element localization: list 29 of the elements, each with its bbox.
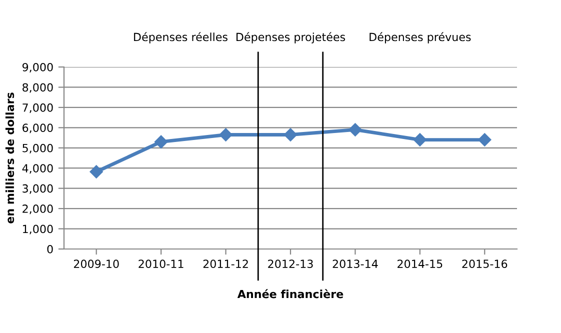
point	[219, 128, 232, 142]
point	[478, 133, 492, 146]
y-tick-label: 8,000	[22, 83, 53, 93]
x-tick-label: 2013-14	[332, 260, 378, 268]
point	[413, 133, 427, 146]
x-tick-label: 2012-13	[268, 260, 313, 268]
point	[90, 165, 103, 178]
point	[284, 128, 298, 142]
y-axis-title: en milliers de dollars	[5, 92, 14, 224]
y-tick-label: 2,000	[22, 204, 53, 214]
x-tick-label: 2009-10	[74, 260, 119, 268]
y-tick-label: 0	[47, 244, 53, 254]
y-tick-label: 5,000	[22, 144, 53, 154]
x-tick-label: 2011-12	[203, 260, 248, 268]
y-tick-label: 7,000	[22, 103, 53, 113]
y-tick-label: 6,000	[22, 124, 53, 134]
text: Dépenses projetées	[236, 32, 346, 44]
y-tick-label: 3,000	[22, 184, 53, 194]
x-tick-label: 2014-15	[398, 260, 442, 268]
point	[348, 123, 362, 136]
x-tick-label: 2015-16	[462, 260, 508, 268]
x-axis-title: Année financière	[237, 289, 344, 298]
x-tick-label: 2010-11	[138, 260, 184, 268]
point	[154, 135, 168, 148]
text: Dépenses réelles	[134, 32, 228, 44]
y-tick-label: 4,000	[22, 164, 53, 174]
y-tick-label: 1,000	[22, 224, 53, 234]
y-tick-label: 9,000	[22, 62, 53, 73]
text: Dépenses prévues	[370, 32, 471, 44]
